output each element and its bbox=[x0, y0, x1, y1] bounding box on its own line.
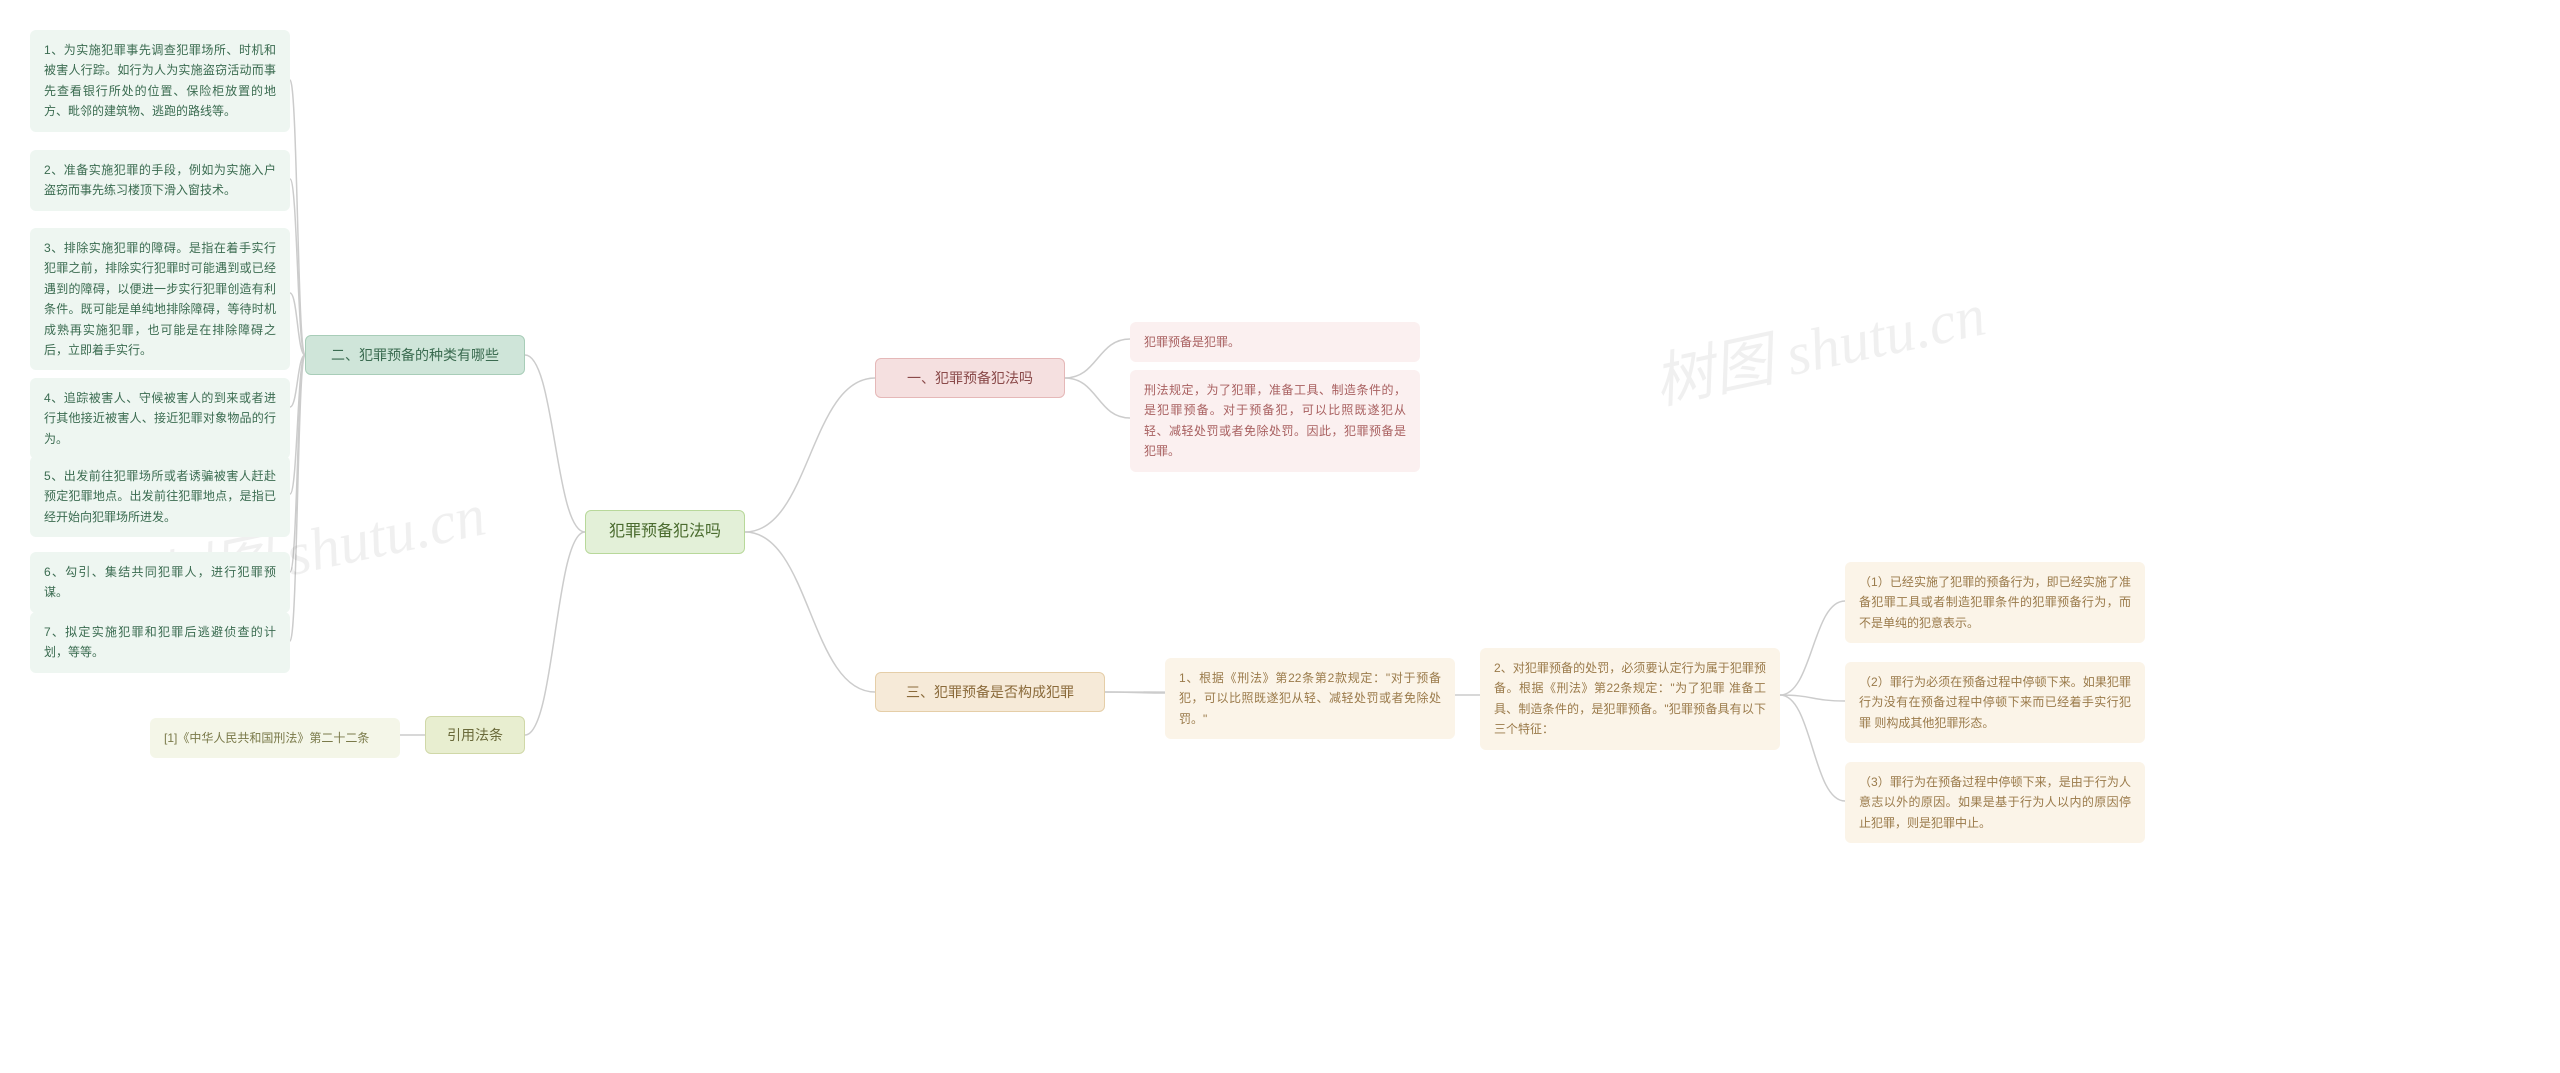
branch-b2: 二、犯罪预备的种类有哪些 bbox=[305, 335, 525, 375]
watermark-2: 树图 shutu.cn bbox=[1645, 266, 1992, 421]
leaf-b2l3: 3、排除实施犯罪的障碍。是指在着手实行犯罪之前，排除实行犯罪时可能遇到或已经遇到… bbox=[30, 228, 290, 370]
leaf-b3l2s3: （3）罪行为在预备过程中停顿下来，是由于行为人意志以外的原因。如果是基于行为人以… bbox=[1845, 762, 2145, 843]
leaf-b3l2s2: （2）罪行为必须在预备过程中停顿下来。如果犯罪行为没有在预备过程中停顿下来而已经… bbox=[1845, 662, 2145, 743]
branch-b1: 一、犯罪预备犯法吗 bbox=[875, 358, 1065, 398]
leaf-b2l2: 2、准备实施犯罪的手段，例如为实施入户盗窃而事先练习楼顶下滑入窗技术。 bbox=[30, 150, 290, 211]
branch-b4: 引用法条 bbox=[425, 716, 525, 754]
leaf-b1l1: 犯罪预备是犯罪。 bbox=[1130, 322, 1420, 362]
leaf-b4l1: [1]《中华人民共和国刑法》第二十二条 bbox=[150, 718, 400, 758]
leaf-b3l2s1: （1）已经实施了犯罪的预备行为，即已经实施了准备犯罪工具或者制造犯罪条件的犯罪预… bbox=[1845, 562, 2145, 643]
leaf-b2l4: 4、追踪被害人、守候被害人的到来或者进行其他接近被害人、接近犯罪对象物品的行为。 bbox=[30, 378, 290, 459]
leaf-b2l7: 7、拟定实施犯罪和犯罪后逃避侦查的计划，等等。 bbox=[30, 612, 290, 673]
branch-b3: 三、犯罪预备是否构成犯罪 bbox=[875, 672, 1105, 712]
connector-svg bbox=[0, 0, 2560, 1073]
leaf-b2l1: 1、为实施犯罪事先调查犯罪场所、时机和被害人行踪。如行为人为实施盗窃活动而事先查… bbox=[30, 30, 290, 132]
leaf-b2l5: 5、出发前往犯罪场所或者诱骗被害人赶赴预定犯罪地点。出发前往犯罪地点，是指已经开… bbox=[30, 456, 290, 537]
mindmap-root: 犯罪预备犯法吗 bbox=[585, 510, 745, 554]
leaf-b2l6: 6、勾引、集结共同犯罪人，进行犯罪预谋。 bbox=[30, 552, 290, 613]
leaf-b3l2: 2、对犯罪预备的处罚，必须要认定行为属于犯罪预备。根据《刑法》第22条规定："为… bbox=[1480, 648, 1780, 750]
leaf-b3l1: 1、根据《刑法》第22条第2款规定："对于预备犯，可以比照既遂犯从轻、减轻处罚或… bbox=[1165, 658, 1455, 739]
leaf-b1l2: 刑法规定，为了犯罪，准备工具、制造条件的，是犯罪预备。对于预备犯，可以比照既遂犯… bbox=[1130, 370, 1420, 472]
